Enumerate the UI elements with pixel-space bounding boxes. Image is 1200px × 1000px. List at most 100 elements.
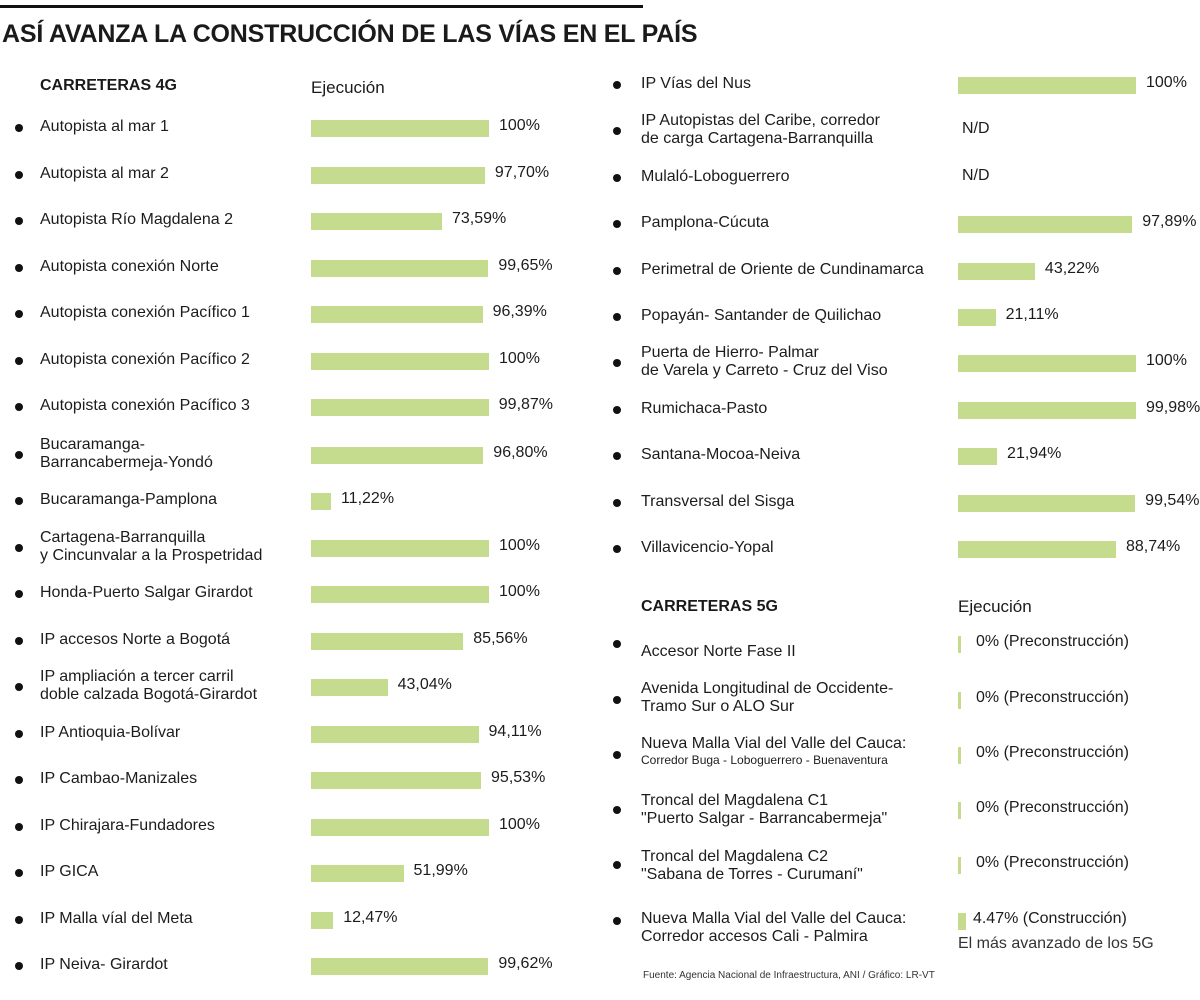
section-header-5g: CARRETERAS 5G	[641, 598, 778, 615]
c0-value-label: 95,53%	[491, 769, 546, 786]
c0-bullet-dot	[613, 313, 621, 321]
c0-row-label: Autopista conexión Pacífico 3	[40, 397, 250, 414]
c0-value-label: 88,74%	[1125, 538, 1181, 555]
c0-value-label: 96,80%	[493, 443, 548, 461]
c0-bullet-dot	[15, 497, 23, 505]
chart-title: ASÍ AVANZA LA CONSTRUCCIÓN DE LAS VÍAS E…	[2, 20, 698, 48]
c0-bar	[311, 818, 489, 836]
c0-bullet-dot	[15, 962, 23, 970]
c0-bullet-dot	[613, 545, 621, 553]
c0-bullet-dot	[15, 590, 23, 598]
c0-row-label: Popayán- Santander de Quilichao	[641, 307, 882, 324]
c0-row-label: IP Chirajara-Fundadores	[40, 816, 215, 834]
c0-row-label: Autopista conexión Pacífico 1	[40, 304, 250, 321]
c0-value-label: N/D	[962, 166, 990, 184]
c0-bar	[311, 259, 489, 277]
c1-value-label: 0% (Preconstrucción)	[976, 689, 1129, 706]
c1-row-label: Accesor Norte Fase II	[641, 643, 796, 660]
c0-row-label: IP Vías del Nus	[641, 75, 751, 92]
c0-row-label: IP Autopistas del Caribe, corredor	[641, 112, 880, 130]
c1-row-label: Troncal del Magdalena C2	[641, 848, 829, 865]
c0-bullet-dot	[15, 450, 23, 459]
c0-bar	[958, 494, 1136, 512]
c0-value-label: 99,54%	[1145, 491, 1200, 509]
c0-bar	[311, 352, 489, 370]
c0-bullet-dot	[15, 729, 23, 738]
c1-value-label: 0% (Preconstrucción)	[976, 854, 1129, 871]
c1-bar	[958, 802, 961, 819]
c0-row-label: Villavicencio-Yopal	[641, 539, 774, 556]
c0-bar	[311, 399, 489, 416]
c1-bullet-dot	[613, 751, 621, 759]
c0-bar	[311, 865, 404, 882]
c0-bullet-dot	[613, 127, 621, 136]
c0-value-label: 11,22%	[340, 490, 395, 507]
c1-row-label: Troncal del Magdalena C1	[641, 792, 829, 809]
c1-row-label: Nueva Malla Vial del Valle del Cauca:	[641, 910, 907, 927]
c0-value-label: 100%	[499, 536, 540, 554]
c0-value-label: 99,87%	[498, 396, 554, 413]
c0-value-label: 100%	[499, 117, 540, 134]
c0-bar	[311, 725, 479, 743]
c0-value-label: 100%	[499, 815, 540, 833]
c0-bullet-dot	[15, 915, 23, 924]
c0-value-label: 97,70%	[494, 163, 550, 181]
c0-bar	[958, 262, 1035, 280]
c1-bar	[958, 747, 961, 764]
c0-value-label: 51,99%	[413, 862, 468, 879]
c0-row-label: Autopista Río Magdalena 2	[40, 211, 234, 228]
c0-bullet-dot	[15, 310, 23, 318]
c0-bullet-dot	[15, 869, 23, 877]
c0-bar	[958, 77, 1136, 94]
c0-row-label: Cartagena-Barranquilla	[40, 528, 206, 546]
c0-value-label: 12,47%	[343, 908, 398, 926]
c1-bullet-dot	[613, 806, 621, 814]
c0-value-label: 43,22%	[1044, 259, 1100, 277]
c0-bullet-dot	[15, 217, 23, 225]
c0-bar	[311, 772, 482, 789]
c0-row-label: Barrancabermeja-Yondó	[40, 453, 213, 471]
c0-bullet-dot	[613, 452, 621, 461]
c1-value-label: 0% (Preconstrucción)	[976, 744, 1129, 761]
c0-row-label: Autopista al mar 1	[40, 118, 169, 135]
c0-bar	[311, 958, 489, 975]
c0-bar	[311, 306, 483, 323]
c0-row-label: Pamplona-Cúcuta	[641, 214, 770, 232]
c0-bullet-dot	[613, 173, 621, 182]
c1-row-label: Corredor accesos Cali - Palmira	[641, 928, 868, 945]
c0-bar	[958, 309, 996, 326]
c0-row-label: IP ampliación a tercer carril	[40, 668, 234, 685]
c0-row-label: IP Malla víal del Meta	[40, 909, 193, 927]
c0-value-label: 99,98%	[1145, 398, 1200, 416]
c1-bar	[958, 857, 961, 874]
c0-value-label: 100%	[499, 349, 540, 367]
c0-value-label: 94,11%	[488, 722, 542, 740]
section-header-4g: CARRETERAS 4G	[40, 77, 177, 94]
c0-value-label: N/D	[962, 120, 990, 138]
c1-value-label: 0% (Preconstrucción)	[976, 633, 1129, 650]
c0-bullet-dot	[613, 359, 621, 368]
c1-value-label: 0% (Preconstrucción)	[976, 799, 1129, 816]
c0-bar	[958, 448, 998, 466]
c0-bar	[311, 446, 484, 464]
c1-value-label: 4.47% (Construcción)	[972, 910, 1127, 927]
c1-bullet-dot	[613, 696, 621, 704]
c0-value-label: 100%	[499, 583, 540, 600]
c0-bullet-dot	[613, 405, 621, 414]
c0-row-label: IP Antioquia-Bolívar	[40, 723, 181, 741]
c0-value-label: 21,94%	[1007, 445, 1062, 463]
c0-bullet-dot	[15, 263, 23, 272]
c0-row-label: Autopista conexión Norte	[40, 257, 219, 275]
c0-row-label: Bucaramanga-Pamplona	[40, 491, 217, 508]
c0-row-label: de carga Cartagena-Barranquilla	[641, 130, 874, 148]
c0-row-label: IP Neiva- Girardot	[40, 956, 168, 973]
source-note: Fuente: Agencia Nacional de Infraestruct…	[643, 970, 935, 981]
c1-bar	[958, 636, 961, 653]
c0-value-label: 73,59%	[451, 210, 507, 227]
c1-row-label: Corredor Buga - Loboguerrero - Buenavent…	[641, 753, 888, 767]
c0-bar	[311, 539, 489, 557]
c0-row-label: Rumichaca-Pasto	[641, 399, 768, 417]
c1-row-label: "Puerto Salgar - Barrancabermeja"	[641, 810, 888, 827]
c0-row-label: IP Cambao-Manizales	[40, 770, 198, 787]
c0-row-label: IP GICA	[40, 863, 99, 880]
